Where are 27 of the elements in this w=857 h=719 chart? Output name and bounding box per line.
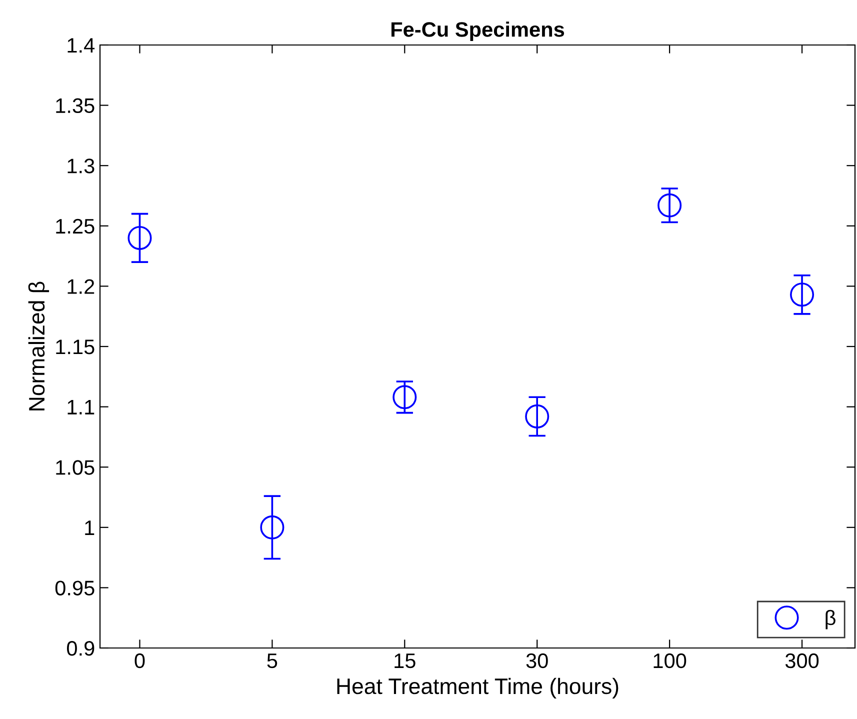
x-tick-label: 5: [267, 654, 278, 668]
legend-label: β: [826, 610, 836, 630]
x-tick-label: 30: [526, 653, 548, 668]
chart-title: Fe-Cu Specimens: [391, 22, 564, 41]
y-tick-label: 1.4: [68, 38, 95, 53]
point: [525, 404, 550, 428]
y-tick-label: 1.25: [56, 218, 94, 234]
y-tick-label: 0.9: [66, 641, 94, 656]
point: [260, 515, 284, 540]
y-tick-label: 0.95: [55, 580, 94, 596]
x-tick-label: 15: [394, 654, 416, 668]
y-axis-title: Normalized β: [28, 282, 50, 410]
y-tick-label: 1.05: [56, 460, 94, 475]
y-tick-label: 1.3: [68, 158, 94, 174]
y-tick-label: 1.35: [56, 98, 94, 114]
x-tick-label: 300: [785, 653, 819, 668]
point: [392, 385, 417, 410]
point: [790, 282, 814, 307]
y-tick-label: 1.1: [68, 400, 94, 414]
point: [128, 226, 152, 250]
x-tick-label: 100: [654, 653, 686, 668]
x-tick-label: 0: [134, 653, 145, 668]
point: [658, 193, 682, 218]
y-tick-label: 1: [85, 520, 94, 535]
y-tick-label: 1.2: [68, 279, 94, 294]
x-axis-title: Heat Treatment Time (hours): [337, 678, 618, 699]
y-tick-label: 1.15: [56, 340, 94, 354]
